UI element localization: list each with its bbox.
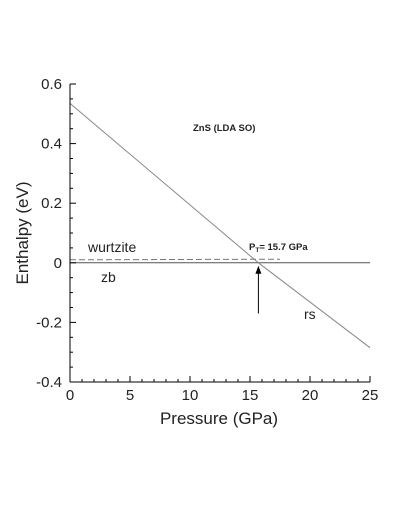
zb-label: zb bbox=[101, 269, 116, 285]
transition-arrow bbox=[255, 265, 262, 314]
tick-layer: 0 5 10 15 20 25 -0.4 -0.2 0 0.2 0.4 0.6 bbox=[36, 76, 378, 404]
series-layer bbox=[69, 103, 371, 349]
transition-p-letter: P bbox=[249, 242, 256, 253]
transition-pressure-label: PT= 15.7 GPa bbox=[249, 242, 308, 254]
transition-value: = 15.7 GPa bbox=[259, 242, 308, 253]
arrow-head-icon bbox=[255, 265, 262, 274]
x-tick-label: 15 bbox=[242, 387, 259, 404]
transition-subscript: T bbox=[255, 247, 259, 254]
x-tick-label: 10 bbox=[182, 387, 199, 404]
series-line-wurtzite bbox=[69, 258, 281, 261]
x-tick-label: 5 bbox=[126, 387, 134, 404]
y-tick-label: -0.4 bbox=[36, 374, 62, 391]
y-tick-label: 0 bbox=[54, 255, 62, 272]
y-tick-label: 0.6 bbox=[41, 76, 62, 93]
x-tick-label: 25 bbox=[362, 387, 379, 404]
series-line-rs bbox=[69, 103, 371, 349]
y-tick-label: 0.4 bbox=[41, 136, 62, 153]
y-axis-title: Enthalpy (eV) bbox=[13, 182, 32, 285]
chart-title: ZnS (LDA SO) bbox=[193, 123, 255, 134]
x-tick-label: 20 bbox=[302, 387, 319, 404]
x-tick-label: 0 bbox=[66, 387, 74, 404]
y-tick-label: -0.2 bbox=[36, 314, 62, 331]
rs-label: rs bbox=[304, 306, 316, 322]
wurtzite-label: wurtzite bbox=[87, 239, 136, 255]
y-tick-label: 0.2 bbox=[41, 195, 62, 212]
x-axis-title: Pressure (GPa) bbox=[160, 409, 278, 428]
